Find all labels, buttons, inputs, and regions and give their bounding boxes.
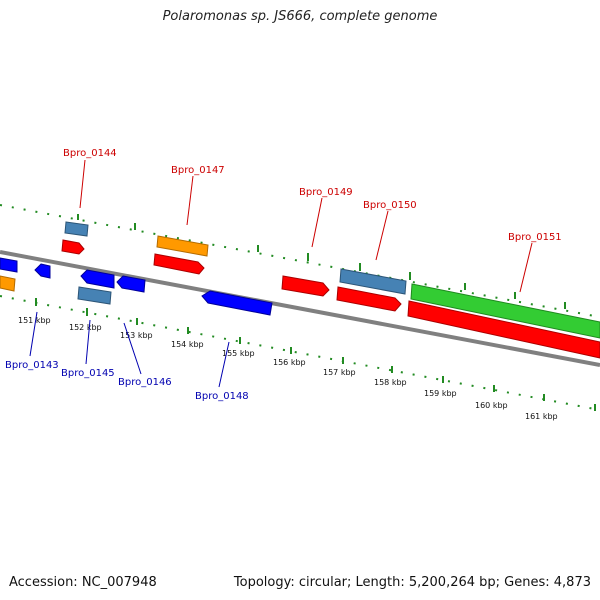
gene-left-orange[interactable]	[0, 275, 16, 292]
gene-bpro-0147-b[interactable]	[153, 253, 205, 275]
scale-labels: 151 kbp 152 kbp 153 kbp 154 kbp 155 kbp …	[18, 316, 558, 421]
scale-label: 152 kbp	[69, 323, 102, 332]
scale-label: 161 kbp	[525, 412, 558, 421]
gene-bpro-0148[interactable]	[201, 290, 273, 316]
bottom-gene-labels: Bpro_0143 Bpro_0145 Bpro_0146 Bpro_0148	[5, 360, 249, 402]
gene-bpro-0151-b[interactable]	[407, 300, 600, 359]
top-gene-labels: Bpro_0144 Bpro_0147 Bpro_0149 Bpro_0150 …	[63, 148, 562, 243]
gene-bpro-0144-a[interactable]	[64, 221, 89, 237]
scale-label: 155 kbp	[222, 349, 255, 358]
gene-label-bpro-0148[interactable]: Bpro_0148	[195, 391, 249, 402]
gene-bpro-0146[interactable]	[116, 275, 146, 293]
gene-label-bpro-0145[interactable]: Bpro_0145	[61, 368, 115, 379]
gene-label-bpro-0146[interactable]: Bpro_0146	[118, 377, 172, 388]
gene-label-bpro-0149[interactable]: Bpro_0149	[299, 187, 353, 198]
upper-major-ticks	[77, 214, 566, 309]
reverse-genes	[0, 257, 273, 316]
gene-bpro-0150-a[interactable]	[339, 268, 407, 295]
gene-bpro-0143[interactable]	[0, 257, 18, 273]
accession-text: Accession: NC_007948	[9, 575, 157, 590]
gene-bpro-0150-b[interactable]	[336, 286, 402, 312]
scale-label: 151 kbp	[18, 316, 51, 325]
gene-bpro-0145-b[interactable]	[77, 286, 112, 305]
gene-bpro-0144-b[interactable]	[61, 239, 85, 255]
scale-label: 156 kbp	[273, 358, 306, 367]
gene-bpro-0149[interactable]	[281, 275, 330, 297]
top-leaders	[79, 159, 533, 293]
gene-label-bpro-0147[interactable]: Bpro_0147	[171, 165, 225, 176]
gene-bpro-0147-a[interactable]	[156, 235, 209, 257]
gene-bpro-0143-b[interactable]	[34, 263, 51, 279]
scale-label: 160 kbp	[475, 401, 508, 410]
gene-bpro-0151-a[interactable]	[410, 283, 600, 339]
gene-label-bpro-0150[interactable]: Bpro_0150	[363, 200, 417, 211]
gene-label-bpro-0144[interactable]: Bpro_0144	[63, 148, 117, 159]
genome-stats-text: Topology: circular; Length: 5,200,264 bp…	[233, 575, 591, 590]
scale-label: 157 kbp	[323, 368, 356, 377]
gene-label-bpro-0143[interactable]: Bpro_0143	[5, 360, 59, 371]
bottom-leaders	[29, 311, 230, 388]
forward-genes	[0, 221, 600, 359]
gene-label-bpro-0151[interactable]: Bpro_0151	[508, 232, 562, 243]
scale-label: 154 kbp	[171, 340, 204, 349]
genome-backbone	[0, 250, 600, 367]
gene-bpro-0145-a[interactable]	[80, 269, 115, 289]
scale-label: 153 kbp	[120, 331, 153, 340]
scale-label: 159 kbp	[424, 389, 457, 398]
map-title: Polaromonas sp. JS666, complete genome	[162, 9, 438, 24]
scale-label: 158 kbp	[374, 378, 407, 387]
lower-major-ticks	[35, 298, 596, 411]
